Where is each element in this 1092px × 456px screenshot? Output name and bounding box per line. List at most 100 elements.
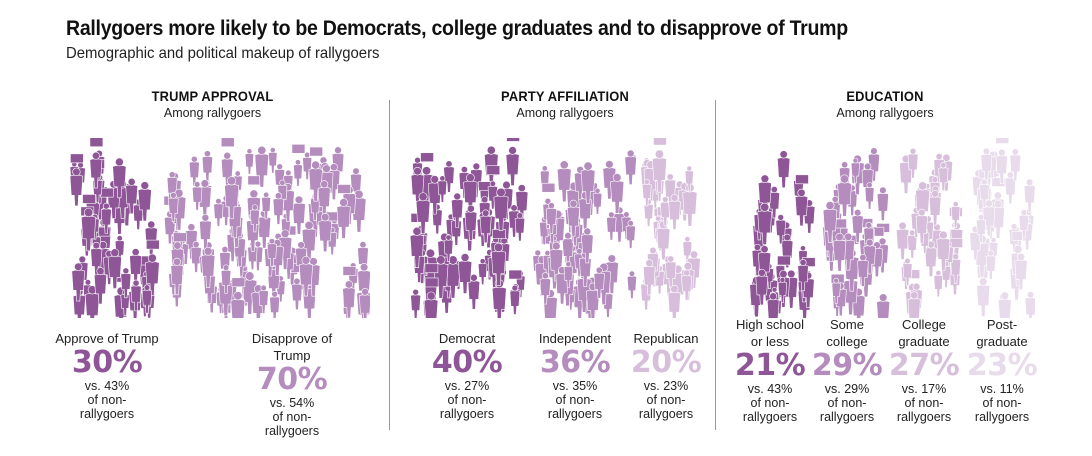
panel-subtitle: Among rallygoers [163,106,262,120]
person-silhouette [876,186,889,221]
person-silhouette [668,193,681,230]
person-silhouette [443,160,455,193]
stat-column: Independent 36% vs. 35% of non- rallygoers [515,330,635,421]
person-silhouette [1023,178,1035,213]
person-silhouette [249,204,260,233]
person-silhouette [477,258,488,285]
person-silhouette [950,201,961,228]
person-silhouette [137,181,152,222]
person-silhouette [1004,171,1017,205]
protest-sign [420,152,434,163]
person-silhouette [1009,148,1022,182]
person-silhouette [797,259,809,292]
person-silhouette [358,287,370,318]
person-silhouette [902,257,913,287]
person-silhouette [641,178,652,207]
person-silhouette [166,171,178,202]
crowd-segment [640,138,700,318]
crowd-segment [410,138,529,318]
category-label: Republican [633,331,699,346]
person-silhouette [266,238,277,267]
person-silhouette [508,269,523,315]
person-silhouette [261,191,271,220]
protest-sign [991,177,1006,187]
category-label: Post- graduate [976,317,1028,349]
person-silhouette [755,268,769,306]
person-silhouette [863,238,876,275]
crowd-segment [532,149,637,318]
protest-sign [291,144,306,154]
crowd-illustration [70,138,370,318]
comparison-text: vs. 29% of non- rallygoers [819,382,875,424]
comparison-text: vs. 11% of non- rallygoers [974,382,1030,424]
person-silhouette [539,272,551,305]
person-silhouette [604,254,619,294]
protest-sign [508,269,523,280]
person-silhouette [81,194,97,252]
person-silhouette [268,147,278,174]
stat-column: Some college 29% vs. 29% of non- rallygoer… [787,316,907,424]
person-silhouette [93,267,107,305]
category-label: Independent [538,331,612,346]
protest-sign [220,138,235,148]
percent-value: 70% [256,362,328,397]
person-silhouette [606,211,617,241]
person-silhouette [89,138,104,189]
person-silhouette [318,213,332,253]
person-silhouette [915,208,928,244]
crowd-illustration [410,138,700,318]
person-silhouette [864,182,875,210]
crowd-segment [969,138,1035,318]
person-silhouette [936,230,951,271]
person-silhouette [822,201,838,243]
person-silhouette [258,284,269,314]
person-silhouette [549,241,564,282]
person-silhouette [302,151,313,180]
person-silhouette [445,255,461,299]
person-silhouette [998,291,1012,318]
protest-sign [342,266,357,276]
person-silhouette [976,277,991,317]
stat-column: High school or less 21% vs. 43% of non- ra… [710,316,830,424]
person-silhouette [895,221,910,260]
person-silhouette [831,277,841,304]
stat-column: Republican 20% vs. 23% of non- rallygoers [606,330,726,421]
person-silhouette [850,157,860,184]
person-silhouette [508,204,520,238]
protest-sign [70,153,84,164]
person-silhouette [244,148,255,175]
person-silhouette [486,165,501,210]
person-silhouette [681,269,693,301]
panel-title: PARTY AFFILIATION [501,88,629,104]
person-silhouette [464,204,478,241]
person-silhouette [254,145,270,188]
person-silhouette [684,165,694,192]
category-label: Approve of Trump [55,331,159,346]
protest-sign [146,239,160,250]
chart-title: Rallygoers more likely to be Democrats, … [66,17,848,40]
person-silhouette [933,270,944,298]
person-silhouette [410,288,421,318]
person-silhouette [938,162,949,191]
crowd-segment [750,150,816,318]
person-silhouette [336,184,351,239]
percent-value: 27% [888,348,960,383]
person-silhouette [667,284,681,318]
person-silhouette [563,261,574,288]
category-label: Some college [826,317,868,349]
panel-divider [389,100,390,430]
person-silhouette [580,161,596,204]
person-silhouette [125,177,138,215]
person-silhouette [907,291,921,318]
crowd-segment [895,147,964,318]
person-silhouette [120,267,132,299]
person-silhouette [269,290,280,318]
percent-value: 20% [630,345,702,380]
comparison-text: vs. 27% of non- rallygoers [439,379,495,421]
person-silhouette [837,174,852,217]
person-silhouette [610,173,625,214]
person-silhouette [201,150,213,182]
category-label: High school or less [736,317,804,349]
person-silhouette [758,174,772,214]
person-silhouette [213,198,224,227]
